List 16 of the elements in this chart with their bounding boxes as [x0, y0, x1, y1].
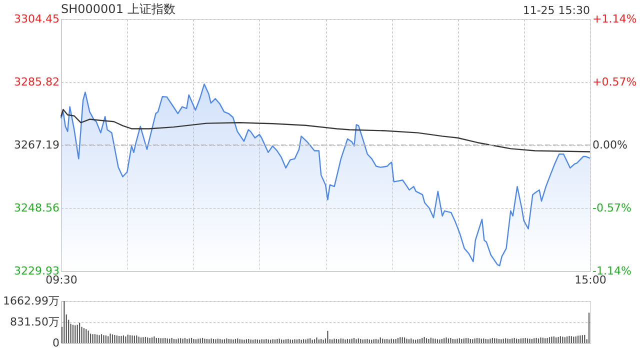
x-tick-label: 15:00: [574, 274, 606, 286]
y-tick-label: 3248.56: [14, 202, 60, 214]
y-tick-label: 3285.82: [14, 76, 60, 88]
x-tick-label: 09:30: [46, 274, 78, 286]
y-tick-label: 1662.99万: [3, 294, 60, 308]
chart-title: SH000001 上证指数: [61, 2, 176, 16]
y-tick-label: 3267.19: [14, 138, 60, 152]
line-series: [60, 108, 591, 152]
y-tick-label: 0: [52, 336, 60, 350]
y2-tick-label: +0.57%: [592, 76, 637, 88]
y2-tick-label: 0.00%: [592, 138, 628, 152]
y2-tick-label: -0.57%: [592, 202, 632, 214]
y-tick-label: 831.50万: [10, 316, 60, 328]
y2-tick-label: +1.14%: [592, 12, 637, 26]
text: 11-25 15:30: [522, 4, 590, 17]
y-tick-label: 3304.45: [14, 12, 60, 26]
